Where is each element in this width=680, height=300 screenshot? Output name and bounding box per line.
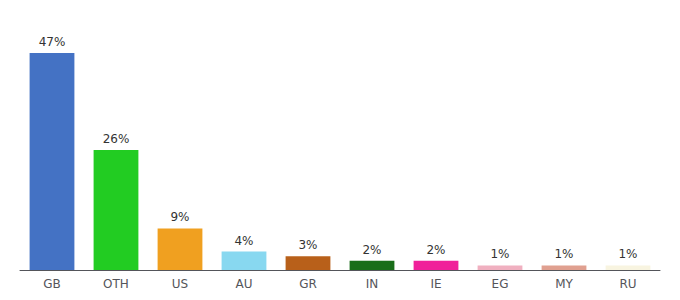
svg-text:IE: IE <box>430 277 441 291</box>
svg-text:4%: 4% <box>234 234 253 248</box>
svg-text:GB: GB <box>43 277 61 291</box>
svg-text:GR: GR <box>299 277 317 291</box>
svg-text:AU: AU <box>236 277 253 291</box>
svg-text:3%: 3% <box>298 238 317 252</box>
svg-text:OTH: OTH <box>103 277 129 291</box>
svg-text:2%: 2% <box>362 243 381 257</box>
svg-text:1%: 1% <box>618 247 637 261</box>
svg-text:US: US <box>172 277 188 291</box>
svg-text:MY: MY <box>555 277 573 291</box>
svg-text:2%: 2% <box>426 243 445 257</box>
svg-text:1%: 1% <box>554 247 573 261</box>
svg-text:9%: 9% <box>170 210 189 224</box>
svg-text:RU: RU <box>619 277 636 291</box>
svg-text:47%: 47% <box>39 35 66 49</box>
svg-text:IN: IN <box>366 277 379 291</box>
svg-text:26%: 26% <box>103 132 130 146</box>
svg-text:1%: 1% <box>490 247 509 261</box>
svg-text:EG: EG <box>492 277 509 291</box>
